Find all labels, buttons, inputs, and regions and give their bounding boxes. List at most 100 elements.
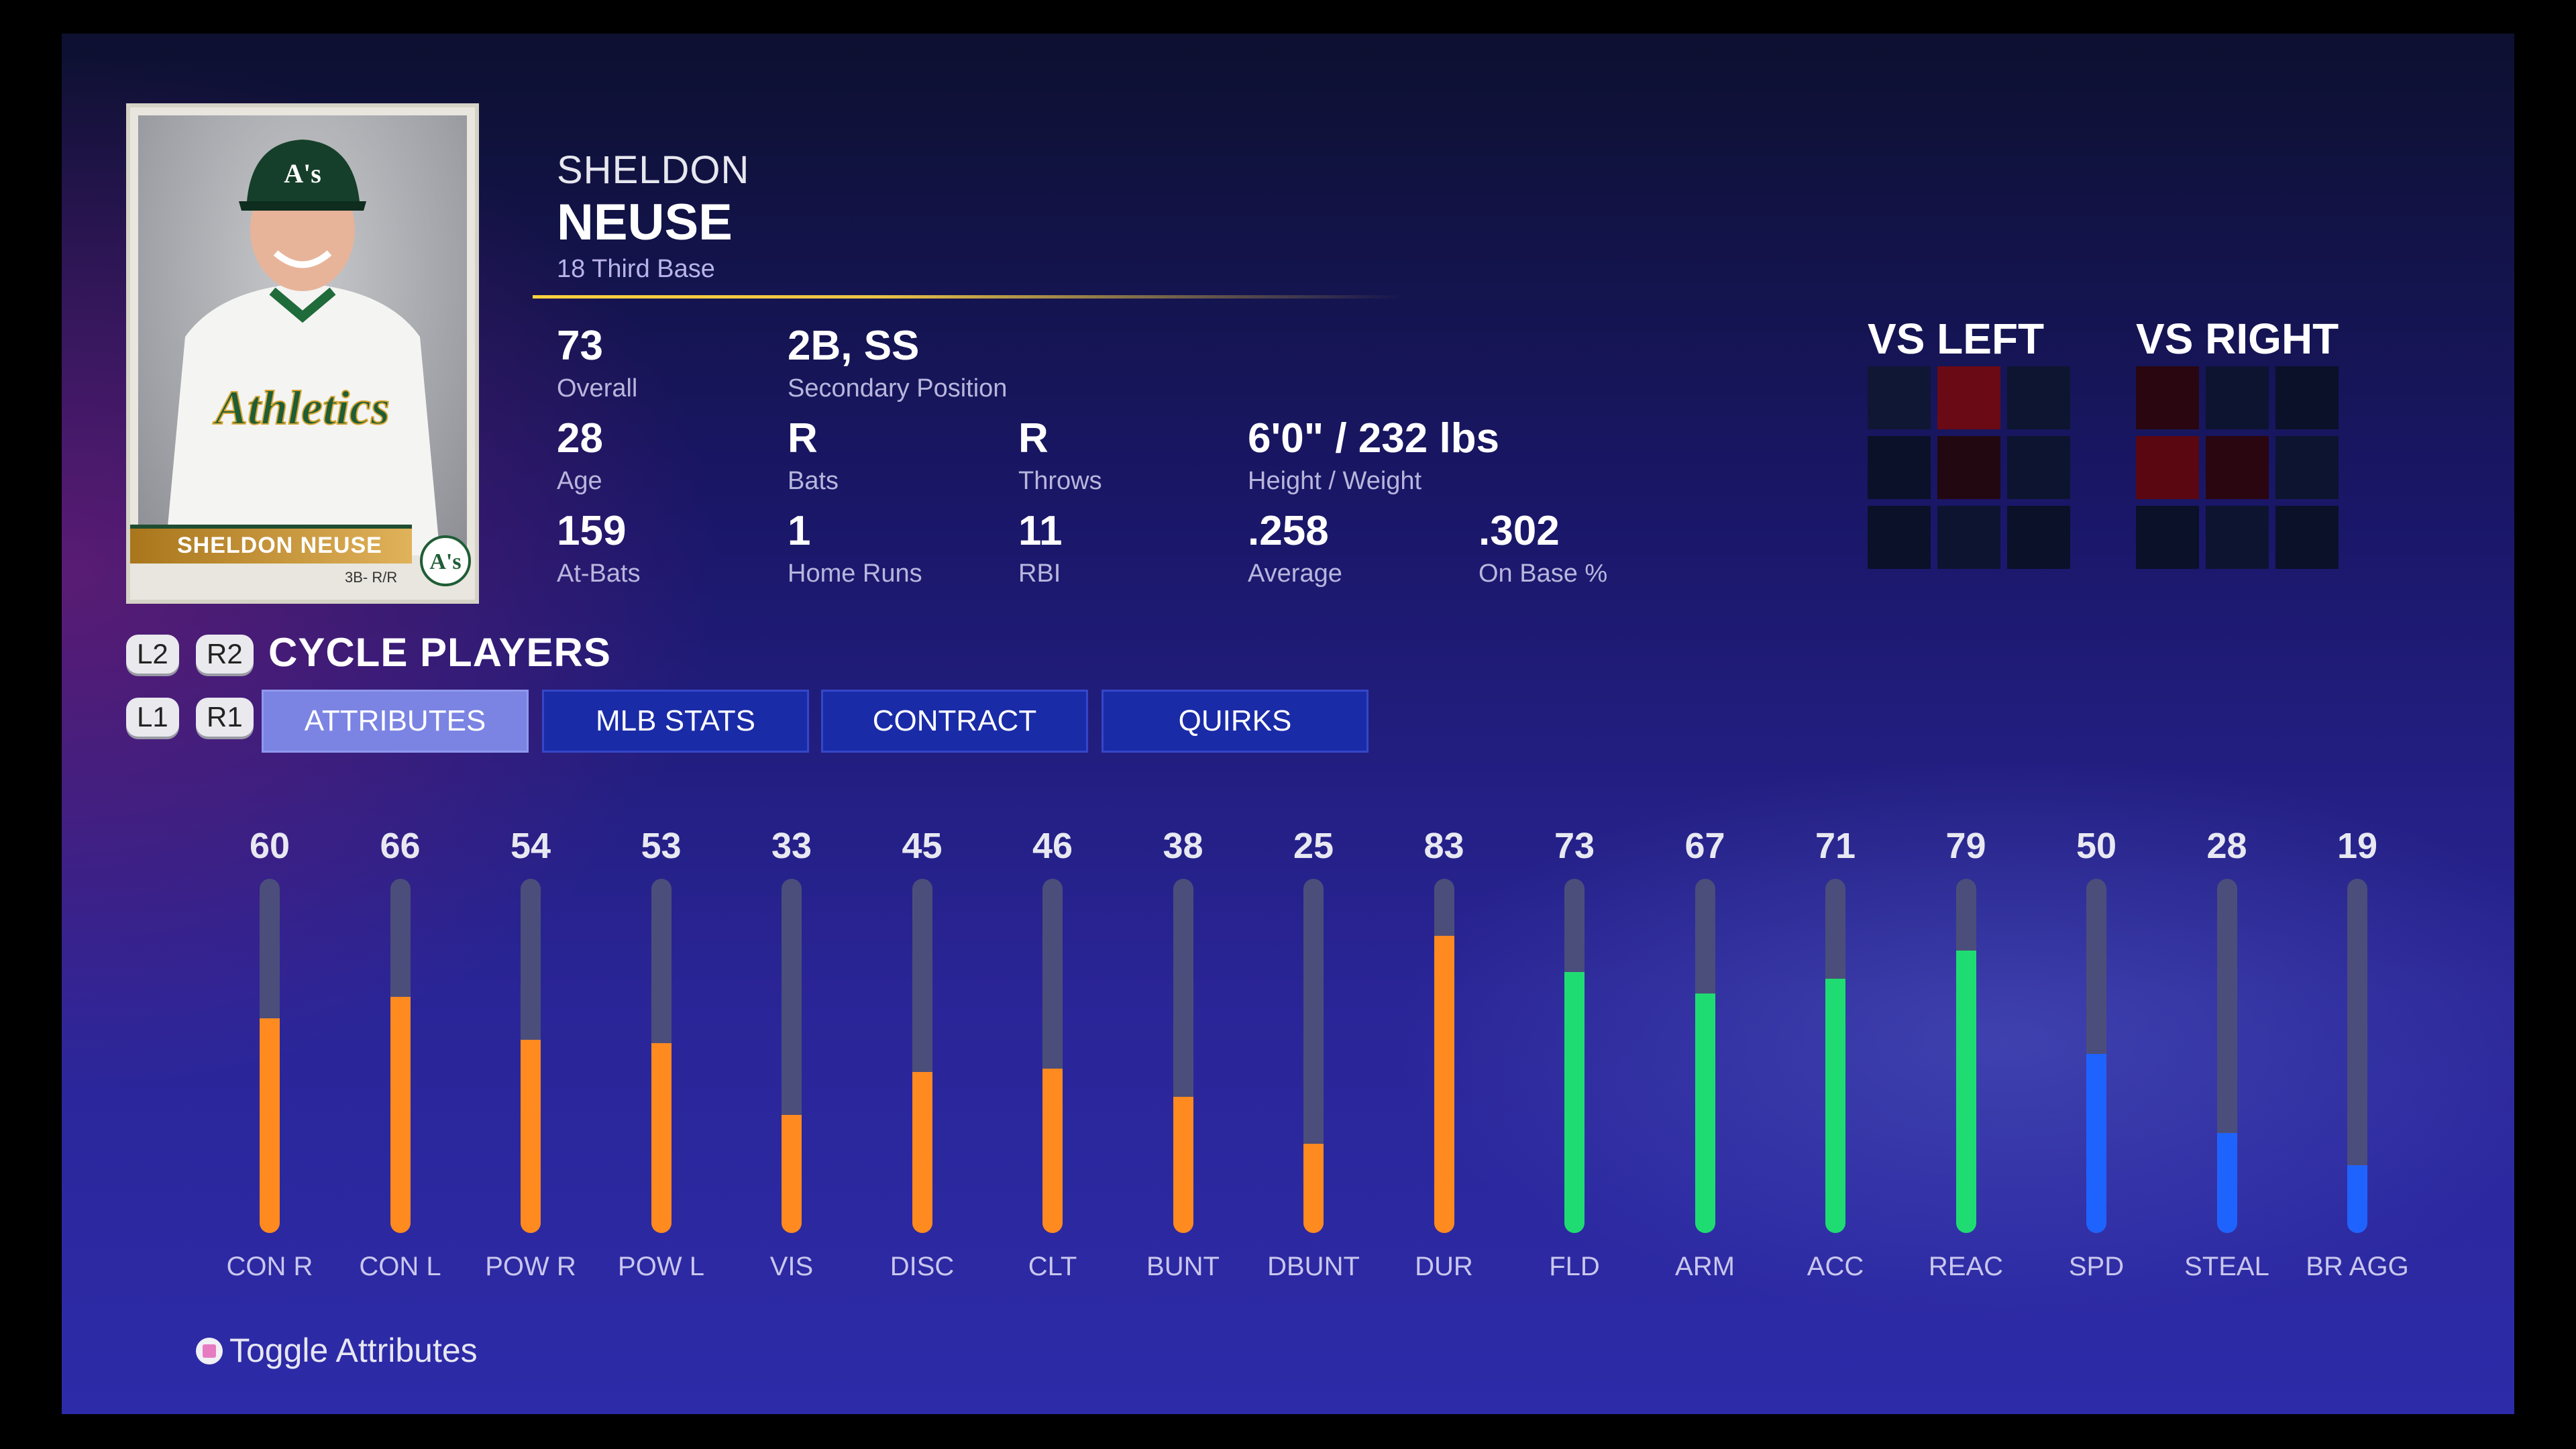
player-last-name: NEUSE — [557, 194, 733, 251]
attribute-bar-track — [1042, 879, 1063, 1233]
attribute-label: CLT — [1028, 1252, 1077, 1281]
tab-attributes[interactable]: ATTRIBUTES — [262, 690, 529, 753]
age-value: 28 — [557, 415, 603, 462]
l1-button[interactable]: L1 — [126, 698, 179, 737]
overall-label: Overall — [557, 374, 638, 402]
on-base-label: On Base % — [1479, 559, 1608, 588]
svg-text:A's: A's — [429, 549, 461, 574]
r1-button[interactable]: R1 — [196, 698, 254, 737]
tab-contract[interactable]: CONTRACT — [821, 690, 1088, 753]
zone-cell — [1937, 366, 2000, 429]
zone-cell — [2007, 436, 2070, 499]
attribute-bar-track — [651, 879, 672, 1233]
attribute-value: 71 — [1815, 826, 1856, 866]
rbi-label: RBI — [1018, 559, 1061, 588]
attribute-bar-fill — [912, 1072, 932, 1233]
attribute-bar-track — [782, 879, 802, 1233]
attribute-bar-fill — [2086, 1054, 2106, 1233]
attribute-bar-fill — [390, 997, 411, 1233]
height-weight-value: 6'0" / 232 lbs — [1248, 415, 1500, 462]
attribute-bar-fill — [1825, 979, 1845, 1233]
attribute-label: BUNT — [1146, 1252, 1220, 1281]
attribute-label: STEAL — [2184, 1252, 2269, 1281]
attribute-bar-fill — [521, 1040, 541, 1233]
attribute-bar-track — [2347, 879, 2367, 1233]
attribute-bar-fill — [1955, 951, 1976, 1233]
attribute-bar-track — [1825, 879, 1845, 1233]
zone-cell — [2206, 506, 2269, 569]
jersey-text: Athletics — [213, 381, 390, 435]
bats-value: R — [788, 415, 818, 462]
zone-cell — [1868, 506, 1931, 569]
zone-cell — [2275, 436, 2339, 499]
tab-quirks[interactable]: QUIRKS — [1102, 690, 1368, 753]
tab-mlb-stats[interactable]: MLB STATS — [542, 690, 809, 753]
attribute-bar-track — [1695, 879, 1715, 1233]
attribute-label: SPD — [2068, 1252, 2125, 1281]
r2-button[interactable]: R2 — [196, 635, 254, 674]
attribute-label: ACC — [1807, 1252, 1864, 1281]
toggle-attributes-label: Toggle Attributes — [229, 1332, 478, 1369]
attribute-value: 50 — [2076, 826, 2117, 866]
attribute-bar-fill — [1564, 972, 1585, 1233]
attribute-label: DISC — [890, 1252, 955, 1281]
attribute-bar-fill — [1173, 1097, 1193, 1233]
vs-right-title: VS RIGHT — [2136, 315, 2339, 363]
zone-cell — [2136, 436, 2199, 499]
attribute-bar-track — [1173, 879, 1193, 1233]
attribute-value: 73 — [1554, 826, 1595, 866]
attribute-bar-track — [1434, 879, 1454, 1233]
attribute-bar-track — [912, 879, 932, 1233]
height-weight-label: Height / Weight — [1248, 467, 1422, 495]
vs-left-zone-grid — [1868, 366, 2070, 569]
player-first-name: SHELDON — [557, 148, 750, 192]
attribute-value: 33 — [771, 826, 812, 866]
zone-cell — [1937, 506, 2000, 569]
average-label: Average — [1248, 559, 1342, 588]
l2-button[interactable]: L2 — [126, 635, 179, 674]
at-bats-label: At-Bats — [557, 559, 641, 588]
attribute-value: 28 — [2206, 826, 2247, 866]
player-photo: A's Athletics — [138, 115, 467, 555]
attribute-bar-fill — [2347, 1165, 2367, 1233]
attribute-label: REAC — [1928, 1252, 2004, 1281]
attribute-label: BR AGG — [2306, 1252, 2409, 1281]
toggle-attributes-button[interactable]: Toggle Attributes — [196, 1331, 478, 1370]
attribute-bar-track — [390, 879, 411, 1233]
attribute-value: 79 — [1945, 826, 1986, 866]
zone-cell — [1868, 366, 1931, 429]
attribute-label: POW L — [618, 1252, 704, 1281]
player-number-position: 18 Third Base — [557, 255, 715, 283]
zone-cell — [2275, 366, 2339, 429]
at-bats-value: 159 — [557, 508, 627, 554]
bats-label: Bats — [788, 467, 839, 495]
attribute-bar-fill — [1434, 936, 1454, 1233]
zone-cell — [1868, 436, 1931, 499]
attribute-label: FLD — [1549, 1252, 1600, 1281]
cycle-players-label: CYCLE PLAYERS — [268, 630, 611, 675]
attribute-value: 54 — [510, 826, 551, 866]
overall-value: 73 — [557, 323, 603, 369]
attribute-bar-track — [2086, 879, 2106, 1233]
card-nameplate: SHELDON NEUSE — [130, 525, 412, 564]
attribute-bar-fill — [260, 1018, 280, 1233]
attribute-bar-track — [1955, 879, 1976, 1233]
attribute-value: 19 — [2337, 826, 2378, 866]
secondary-position-value: 2B, SS — [788, 323, 920, 369]
attribute-bar-fill — [1303, 1144, 1324, 1233]
age-label: Age — [557, 467, 602, 495]
zone-cell — [2007, 366, 2070, 429]
player-card: A's Athletics SHELDON NEUSE 3B- R/R A's — [126, 103, 479, 604]
zone-cell — [1937, 436, 2000, 499]
attribute-value: 60 — [249, 826, 290, 866]
attribute-label: ARM — [1675, 1252, 1735, 1281]
attribute-label: DUR — [1415, 1252, 1473, 1281]
attributes-chart: 60 CON R 66 CON L 54 POW R 53 POW L 33 VIS 45 DISC 4… — [196, 825, 2410, 1322]
attribute-bar-fill — [651, 1043, 672, 1233]
attribute-value: 53 — [641, 826, 682, 866]
zone-cell — [2275, 506, 2339, 569]
home-runs-label: Home Runs — [788, 559, 922, 588]
throws-value: R — [1018, 415, 1049, 462]
square-button-icon — [196, 1338, 223, 1364]
zone-cell — [2136, 506, 2199, 569]
